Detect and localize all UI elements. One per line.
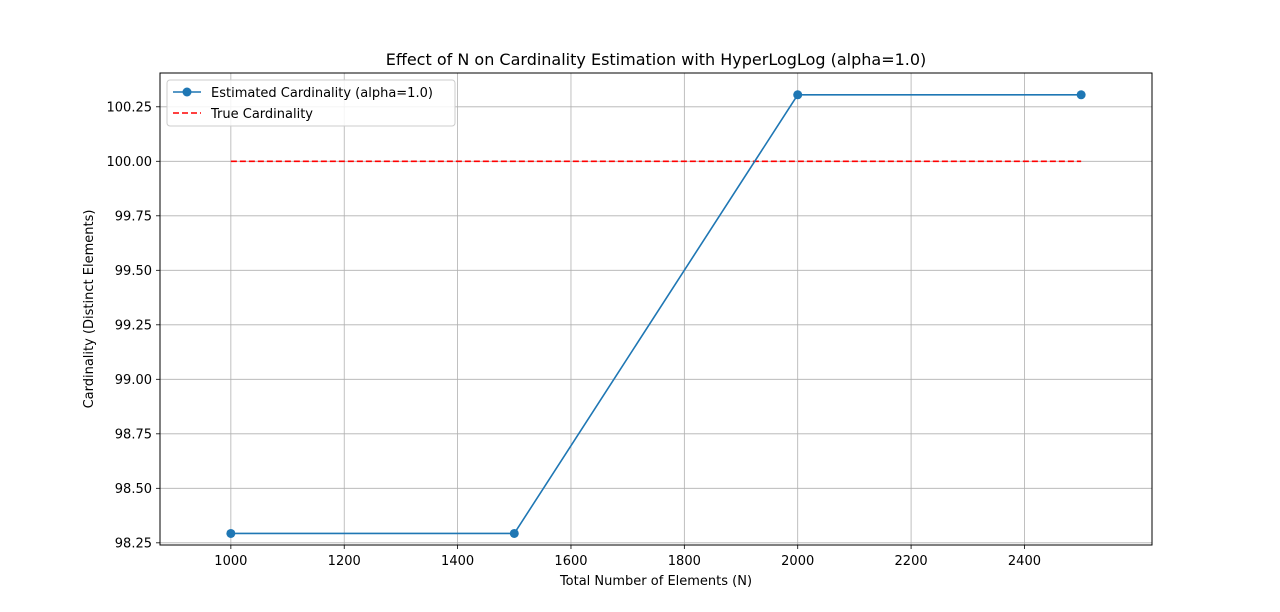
y-tick-label: 100.00 bbox=[107, 155, 153, 170]
axes-frame bbox=[159, 72, 1153, 546]
y-tick-label: 99.25 bbox=[115, 318, 152, 333]
estimated-data-point bbox=[1076, 90, 1086, 100]
estimated-data-point bbox=[509, 528, 519, 538]
y-axis-ticks: 98.25 98.50 98.75 99.00 99.25 99.50 99.75 100.0… bbox=[107, 100, 160, 551]
x-gridlines bbox=[230, 73, 1025, 545]
y-tick-label: 98.75 bbox=[115, 427, 152, 442]
chart-title: Effect of N on Cardinality Estimation wi… bbox=[386, 50, 927, 69]
x-axis-label: Total Number of Elements (N) bbox=[559, 574, 752, 589]
legend-label-true: True Cardinality bbox=[210, 107, 313, 122]
legend-marker-estimated bbox=[182, 87, 192, 97]
y-tick-label: 100.25 bbox=[107, 100, 153, 115]
x-tick-label: 2400 bbox=[1008, 554, 1041, 569]
estimated-cardinality-line bbox=[230, 94, 1082, 535]
legend-box bbox=[166, 79, 456, 127]
x-tick-label: 2200 bbox=[895, 554, 928, 569]
legend: Estimated Cardinality (alpha=1.0) True C… bbox=[166, 79, 456, 127]
y-tick-label: 99.75 bbox=[115, 209, 152, 224]
y-tick-label: 98.50 bbox=[115, 482, 152, 497]
y-tick-label: 98.25 bbox=[115, 536, 152, 551]
x-tick-label: 1400 bbox=[441, 554, 474, 569]
x-axis-ticks: 1000 1200 1400 1600 1800 2000 2200 2400 bbox=[214, 545, 1041, 569]
x-tick-label: 1000 bbox=[214, 554, 247, 569]
x-tick-label: 2000 bbox=[781, 554, 814, 569]
plot-series bbox=[226, 90, 1086, 538]
legend-label-estimated: Estimated Cardinality (alpha=1.0) bbox=[211, 86, 433, 101]
y-tick-label: 99.50 bbox=[115, 264, 152, 279]
x-tick-label: 1200 bbox=[328, 554, 361, 569]
estimated-data-point bbox=[226, 528, 236, 538]
x-tick-label: 1800 bbox=[668, 554, 701, 569]
x-tick-label: 1600 bbox=[554, 554, 587, 569]
y-axis-label: Cardinality (Distinct Elements) bbox=[82, 210, 97, 409]
estimated-data-point bbox=[793, 90, 803, 100]
y-tick-label: 99.00 bbox=[115, 373, 152, 388]
